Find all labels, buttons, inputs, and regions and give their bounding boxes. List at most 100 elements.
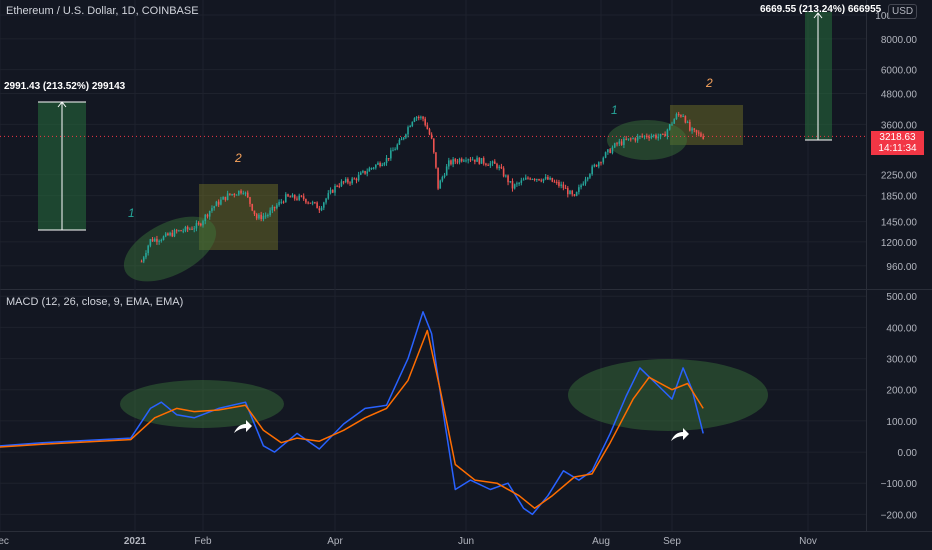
candle-body [282, 201, 285, 203]
candle-body [668, 124, 671, 130]
candle-body [249, 197, 251, 204]
candle-body [616, 143, 618, 145]
price-tick-label: 4800.00 [881, 90, 918, 101]
candle-body [291, 194, 294, 198]
candle-body [260, 214, 262, 220]
candle-body [573, 194, 576, 196]
candle-body [491, 161, 494, 164]
candle-body [349, 182, 351, 184]
candle-body [634, 138, 637, 141]
candle-body [493, 161, 496, 164]
candle-body [224, 196, 227, 200]
candle-body [262, 215, 265, 220]
candle-body [428, 129, 431, 135]
candle-body [452, 159, 454, 165]
candle-body [684, 115, 687, 123]
candle-body [417, 117, 420, 119]
candle-body [182, 230, 185, 232]
candle-body [215, 201, 218, 207]
candle-body [702, 136, 705, 139]
macd-tick-label: 300.00 [886, 355, 917, 366]
macd-series [0, 311, 704, 516]
macd-tick-label: 200.00 [886, 386, 917, 397]
candle-body [287, 194, 289, 197]
candle-body [368, 168, 371, 172]
candle-body [385, 158, 388, 164]
candle-body [469, 159, 472, 161]
candle-body [650, 136, 653, 138]
candle-body [460, 158, 463, 162]
candle-body [351, 178, 353, 184]
candle-body [424, 118, 426, 126]
candle-body [632, 138, 634, 140]
candle-body [400, 139, 403, 141]
candle-body [240, 190, 242, 194]
candle-body [151, 239, 154, 242]
measure-label-right: 6669.55 (213.24%) 666955 [760, 4, 882, 15]
candle-body [235, 194, 238, 196]
candle-body [344, 179, 347, 183]
candle-body [467, 159, 470, 161]
candle-body [496, 163, 498, 168]
candle-body [233, 194, 236, 196]
candle-body [445, 166, 448, 176]
wave1-ellipse-left [123, 216, 217, 282]
candle-body [195, 223, 198, 229]
candle-body [520, 180, 523, 183]
candle-body [655, 135, 657, 139]
candle-body [381, 164, 384, 167]
candle-body [222, 196, 224, 200]
candle-body [366, 171, 369, 174]
candle-body [191, 228, 193, 230]
candle-body [691, 128, 693, 131]
time-tick-label: Apr [327, 536, 343, 547]
candle-body [359, 172, 362, 175]
candle-body [544, 177, 547, 179]
candle-body [342, 181, 345, 183]
candle-body [643, 135, 646, 137]
time-tick-label: Sep [663, 536, 681, 547]
candle-body [370, 167, 373, 169]
symbol-title[interactable]: Ethereum / U.S. Dollar, 1D, COINBASE [6, 5, 199, 17]
price-tick-label: 1450.00 [881, 218, 918, 229]
candle-body [465, 160, 467, 162]
candle-body [602, 157, 605, 163]
candle-body [318, 208, 321, 211]
candle-body [463, 160, 465, 162]
candle-body [189, 228, 191, 230]
candle-body [673, 119, 676, 124]
macd-indicator-title[interactable]: MACD (12, 26, close, 9, EMA, EMA) [6, 296, 184, 308]
candle-body [213, 206, 215, 209]
candle-body [253, 210, 256, 215]
candle-body [695, 129, 698, 133]
candle-body [639, 135, 641, 137]
candle-body [156, 238, 158, 242]
candle-body [379, 162, 381, 167]
candle-body [316, 202, 318, 209]
candle-body [611, 147, 614, 153]
macd-tick-label: 400.00 [886, 323, 917, 334]
candle-body [211, 208, 213, 211]
macd-tick-label: 100.00 [886, 417, 917, 428]
candle-body [226, 193, 229, 200]
curved-arrow-left [234, 420, 252, 433]
candle-body [142, 257, 145, 262]
candle-body [682, 115, 684, 117]
candle-body [439, 180, 442, 189]
candle-body [289, 196, 292, 198]
countdown-value: 14:11:34 [878, 143, 917, 154]
candle-body [320, 207, 323, 211]
currency-button[interactable]: USD [888, 4, 918, 19]
price-tick-label: 8000.00 [881, 35, 918, 46]
candle-body [558, 182, 560, 186]
candle-body [549, 177, 551, 180]
candle-body [394, 149, 396, 151]
candle-body [164, 233, 167, 237]
candle-body [505, 175, 507, 177]
candle-body [422, 116, 424, 119]
candle-body [675, 114, 678, 120]
candle-body [671, 123, 673, 125]
candle-body [482, 158, 485, 164]
candle-body [178, 230, 180, 232]
